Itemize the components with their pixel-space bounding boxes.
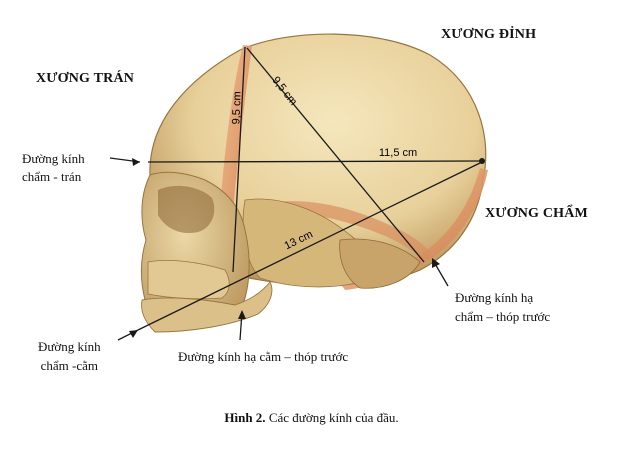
line-diagonal: [246, 47, 425, 263]
line-occipito-frontal: [147, 160, 483, 163]
leader-suboccip: [433, 261, 449, 287]
label-submento-bregmatic: Đường kính hạ cằm – thóp trước: [178, 349, 349, 364]
label-suboccipito-bregmatic: Đường kính hạ chẩm – thóp trước: [455, 290, 550, 325]
arrow-submento: [238, 310, 246, 319]
mandible: [141, 281, 273, 333]
line-occipito-mental: [137, 161, 483, 331]
label-parietal-bone: XƯƠNG ĐỈNH: [441, 27, 537, 42]
label-occipito-frontal-line2: chẩm - trán: [22, 169, 82, 184]
arrow-suboccip: [432, 258, 440, 268]
line-vertical: [232, 46, 246, 273]
label-occipito-frontal: Đường kính chẩm - trán: [22, 151, 85, 185]
measure-vertical: 9,5 cm: [230, 91, 243, 124]
orbit: [158, 185, 215, 234]
mastoid-region: [339, 238, 421, 289]
arrow-occ-front: [132, 158, 140, 166]
label-occipito-mental: Đường kính chẩm -cằm: [38, 339, 101, 374]
caption-text: Các đường kính của đầu.: [265, 410, 399, 425]
label-occipito-mental-line1: Đường kính: [38, 339, 101, 354]
label-occipital-bone: XƯƠNG CHẨM: [485, 206, 588, 221]
measure-horizontal: 11,5 cm: [379, 147, 417, 159]
label-occipito-frontal-line1: Đường kính: [22, 151, 85, 166]
label-occipito-mental-line2: chẩm -cằm: [40, 358, 99, 373]
occiput-point: [479, 158, 485, 164]
label-suboccipito-line2: chẩm – thóp trước: [455, 309, 551, 324]
label-suboccipito-line1: Đường kính hạ: [455, 290, 534, 305]
arrow-occ-chin: [129, 330, 138, 338]
figure-caption: Hình 2. Các đường kính của đầu.: [0, 410, 623, 426]
caption-label: Hình 2.: [224, 410, 266, 425]
label-frontal-bone: XƯƠNG TRÁN: [36, 71, 135, 86]
